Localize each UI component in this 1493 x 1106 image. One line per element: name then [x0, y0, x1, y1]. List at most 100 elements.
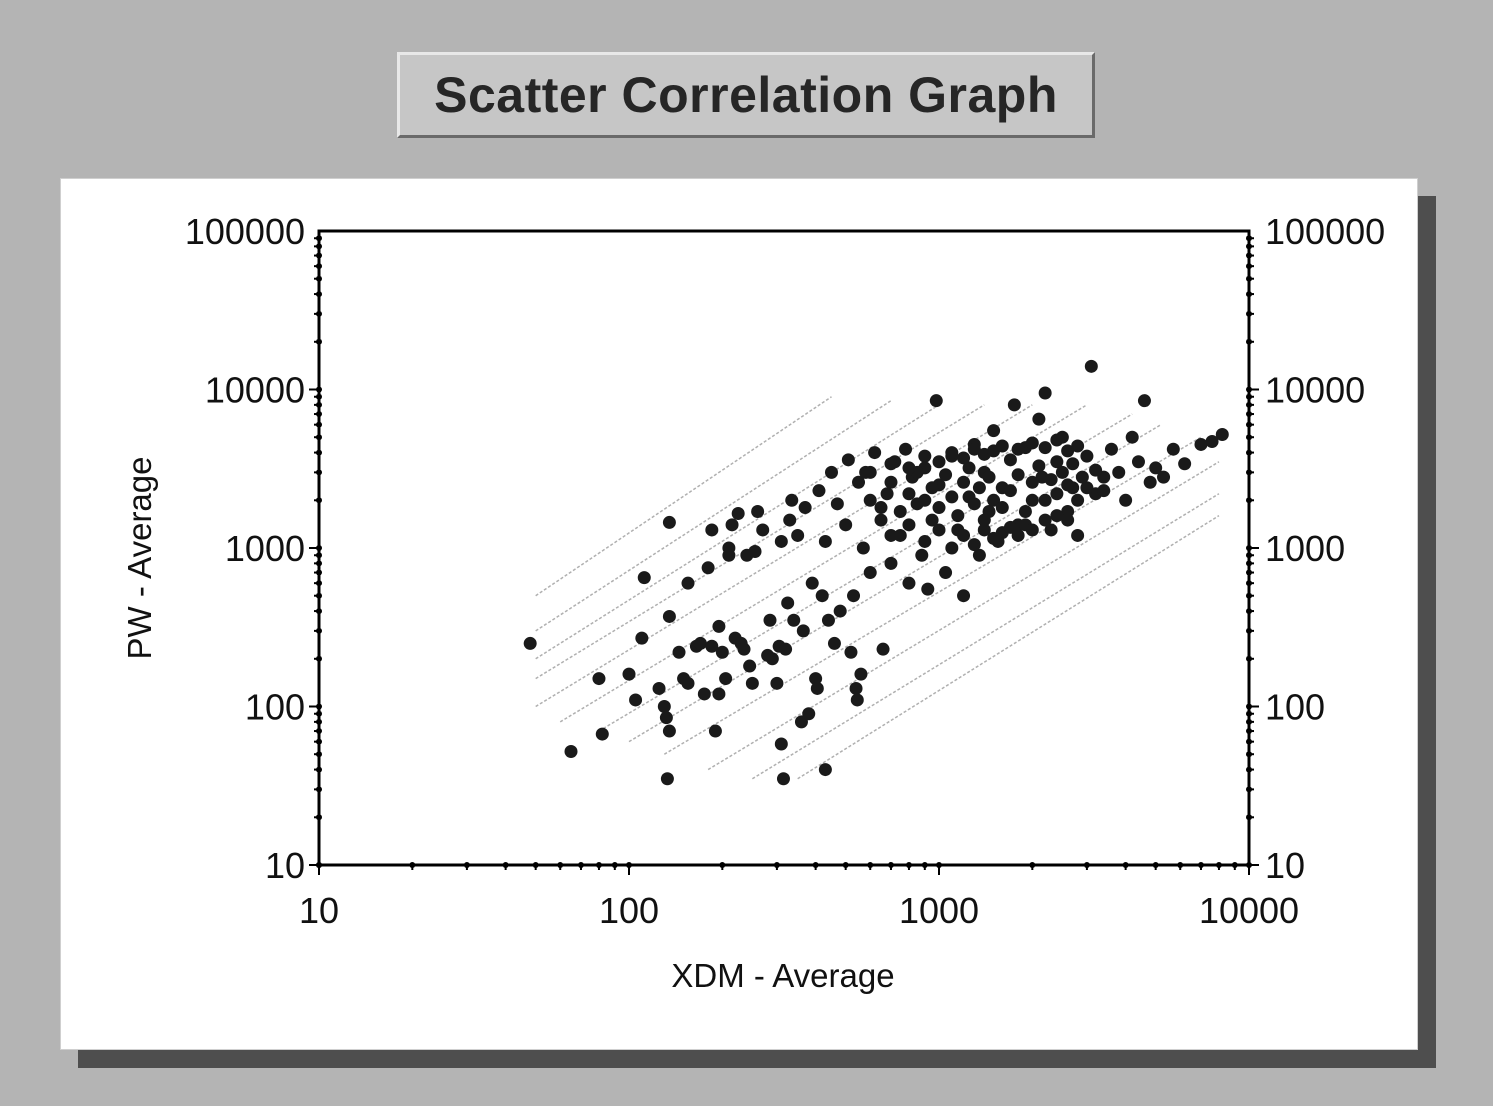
data-point [932, 455, 946, 469]
x-tick-dot [1177, 862, 1184, 868]
data-point [809, 672, 823, 686]
data-point [1050, 509, 1064, 523]
y-tick-dot [316, 275, 322, 282]
y-tick-dot [316, 545, 322, 551]
chart-title-box: Scatter Correlation Graph [397, 52, 1095, 138]
y-tick-dot [316, 569, 322, 576]
y-tick-dot [316, 449, 322, 456]
data-point [884, 528, 898, 542]
data-point [818, 763, 832, 777]
data-point [810, 681, 824, 695]
y-tick-labels: 10 100 1000 10000 100000 [185, 211, 305, 886]
data-point [737, 642, 751, 656]
y-tick-dot [316, 728, 322, 735]
data-point [863, 566, 877, 580]
reference-line [535, 404, 940, 660]
x-tick-dot [1122, 862, 1129, 868]
data-point [1071, 493, 1085, 507]
y-tick-dot-right [1246, 766, 1252, 773]
data-point [657, 700, 671, 713]
data-point [951, 509, 965, 523]
y-tick-dot [316, 497, 322, 504]
data-point [957, 589, 971, 603]
data-point [852, 475, 866, 489]
data-point [833, 604, 847, 618]
data-point [705, 523, 719, 537]
data-point [876, 642, 890, 656]
data-point [748, 545, 762, 559]
y-tick-dot [316, 252, 322, 259]
x-tick-dot [921, 862, 928, 868]
data-point [1104, 442, 1118, 456]
data-point [629, 693, 643, 707]
data-point [774, 534, 788, 548]
y-tick-dot [316, 738, 322, 745]
y-tick-dot-right [1246, 310, 1252, 317]
data-point [902, 576, 916, 590]
y-tick-label-right: 100 [1265, 687, 1325, 728]
y-tick-dot [316, 291, 322, 298]
x-tick-dot [611, 862, 618, 868]
y-tick-dot [316, 718, 322, 725]
data-point [1084, 359, 1098, 373]
data-point [893, 528, 907, 542]
reference-line [751, 493, 1220, 780]
y-tick-dot [316, 751, 322, 758]
data-point [1003, 484, 1017, 498]
data-point [1080, 481, 1094, 495]
x-tick-dot [1152, 862, 1159, 868]
data-point [841, 453, 855, 467]
y-tick-dot-right [1246, 291, 1252, 298]
data-point [921, 582, 935, 596]
data-point [595, 727, 609, 741]
data-point [805, 576, 819, 590]
data-point [763, 613, 777, 627]
data-point [781, 596, 795, 610]
data-point [945, 490, 959, 504]
reference-line [707, 461, 1220, 771]
data-point [1131, 455, 1145, 469]
data-point [839, 518, 853, 532]
data-point [652, 681, 666, 695]
y-tick-dot [316, 580, 322, 587]
data-point [770, 676, 784, 690]
x-tick-dot [557, 862, 564, 868]
data-point [982, 470, 996, 484]
y-tick-dot-right [1246, 263, 1252, 270]
data-point [705, 639, 719, 653]
data-point [564, 745, 578, 759]
x-tick-dot [502, 862, 509, 868]
data-point [796, 624, 810, 638]
y-tick-dot [316, 310, 322, 317]
data-point [622, 667, 636, 681]
data-point [1089, 463, 1103, 477]
x-tick-dot [773, 862, 780, 868]
x-tick-dot [719, 862, 726, 868]
y-tick-dot-right [1246, 252, 1252, 259]
data-point [1011, 468, 1025, 482]
y-tick-dot [316, 703, 322, 710]
data-point [1025, 523, 1039, 537]
data-point [868, 446, 882, 460]
data-point [972, 548, 986, 562]
data-point [785, 493, 799, 507]
data-point [1166, 442, 1180, 456]
data-point [995, 501, 1009, 515]
y-tick-dot-right [1246, 560, 1252, 567]
data-point [854, 667, 868, 681]
data-point [1038, 386, 1052, 400]
data-point [1125, 430, 1139, 444]
y-tick-dot-right [1246, 235, 1252, 242]
data-point [1011, 442, 1025, 456]
y-tick-dot-right [1246, 421, 1252, 428]
data-point [824, 465, 838, 479]
x-tick-label: 1000 [899, 890, 979, 931]
reference-line [663, 436, 1202, 755]
y-tick-dot-right [1246, 411, 1252, 418]
plot-frame [317, 229, 1251, 867]
data-point [743, 659, 757, 673]
data-point [863, 493, 877, 507]
y-tick-dot [316, 386, 322, 393]
data-point [765, 652, 779, 666]
